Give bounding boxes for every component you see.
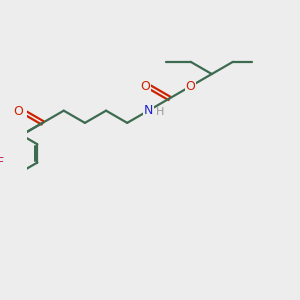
Text: F: F — [0, 156, 4, 169]
Text: O: O — [186, 80, 196, 93]
Text: H: H — [156, 107, 164, 117]
Text: O: O — [140, 80, 150, 93]
Text: N: N — [144, 104, 153, 117]
Text: O: O — [14, 105, 23, 118]
